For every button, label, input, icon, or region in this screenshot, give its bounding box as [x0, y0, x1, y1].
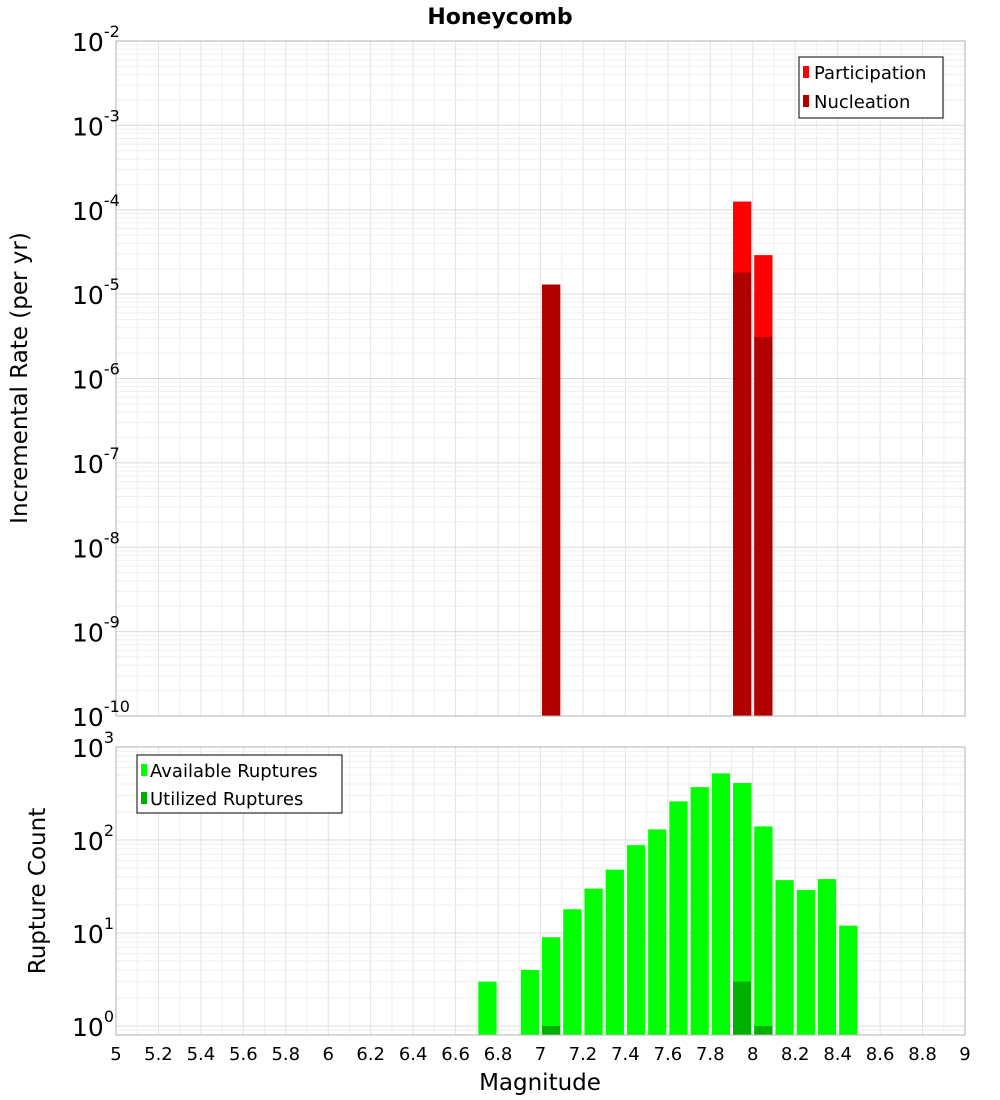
count-bar-a: [584, 888, 603, 1035]
count-bars: [478, 773, 858, 1035]
x-tick-label: 8.6: [866, 1044, 895, 1065]
count-bar-b: [754, 1025, 773, 1035]
count-bar-a: [563, 909, 582, 1035]
count-y-tick-label: 101: [72, 914, 114, 949]
x-tick-label: 7.4: [611, 1044, 640, 1065]
rate-y-tick-label: 10-5: [72, 275, 120, 310]
count-plot-frame: [115, 746, 966, 1036]
rate-plot-frame: [115, 40, 966, 717]
legend-label-nucleation: Nucleation: [814, 92, 910, 113]
count-y-tick-label: 103: [72, 728, 114, 763]
count-bar-a: [626, 845, 646, 1035]
x-tick-label: 5.8: [271, 1044, 300, 1065]
rate-bar-b: [754, 337, 773, 716]
rate-y-tick-label: 10-6: [72, 360, 120, 395]
legend-label-participation: Participation: [814, 63, 926, 84]
rate-y-tick-label: 10-7: [72, 444, 120, 479]
count-y-tick-label: 100: [72, 1007, 114, 1042]
rate-y-tick-label: 10-8: [72, 528, 120, 563]
count-bar-a: [669, 801, 688, 1035]
x-tick-label: 8.8: [908, 1044, 937, 1065]
count-bar-a: [542, 937, 561, 1035]
count-y-axis-label: Rupture Count: [25, 808, 51, 974]
rate-y-tick-label: 10-2: [72, 22, 120, 57]
legend-swatch-participation: [803, 66, 809, 78]
rate-legend-box: [798, 56, 944, 119]
count-bar-a: [690, 787, 709, 1035]
legend-swatch-nucleation: [803, 95, 809, 107]
count-bar-a: [520, 969, 539, 1035]
legend-label-utilized: Utilized Ruptures: [150, 789, 303, 810]
rate-y-tick-label: 10-4: [72, 191, 120, 226]
x-tick-label: 6.2: [356, 1044, 385, 1065]
count-bar-a: [754, 826, 773, 1035]
x-tick-label: 7.6: [654, 1044, 683, 1065]
legend-swatch-available: [141, 764, 147, 776]
count-bar-a: [839, 925, 858, 1035]
legend-label-available: Available Ruptures: [150, 761, 318, 782]
x-tick-label: 6: [323, 1044, 334, 1065]
count-bar-b: [542, 1025, 561, 1035]
rate-bars: [542, 201, 773, 716]
x-tick-label: 6.6: [441, 1044, 470, 1065]
magnitude-x-axis-label: Magnitude: [479, 1070, 601, 1096]
legend-swatch-utilized: [141, 792, 147, 804]
x-tick-label: 6.4: [399, 1044, 428, 1065]
x-tick-label: 9: [959, 1044, 970, 1065]
count-bar-a: [478, 981, 497, 1035]
rate-y-tick-label: 10-3: [72, 106, 120, 141]
rate-y-tick-label: 10-9: [72, 613, 120, 648]
count-bar-a: [775, 880, 794, 1035]
count-legend: Available Ruptures Utilized Ruptures: [136, 754, 343, 814]
count-bar-a: [733, 783, 752, 1035]
count-bar-b: [733, 981, 752, 1035]
count-legend-box: [136, 754, 343, 814]
rate-y-tick-label: 10-10: [72, 697, 130, 732]
x-tick-label: 8: [747, 1044, 758, 1065]
count-bar-a: [711, 773, 731, 1035]
x-tick-label: 7.2: [569, 1044, 598, 1065]
magnitude-x-ticks: 5 5.2 5.4 5.6 5.8 6 6.2 6.4 6.6 6.8 7 7.2 7.4 7.6 7.8 8…: [110, 1044, 970, 1065]
rate-y-axis-label: Incremental Rate (per yr): [7, 232, 33, 524]
count-y-tick-label: 102: [72, 821, 114, 856]
rate-panel: Honeycomb 10-1010-910-810-710-610-510-41…: [7, 5, 966, 732]
rate-grid: [115, 41, 966, 717]
x-tick-label: 5: [110, 1044, 121, 1065]
x-tick-label: 7: [535, 1044, 546, 1065]
x-tick-label: 8.4: [823, 1044, 852, 1065]
rate-y-ticks: 10-10 10-9 10-8 10-7 10-6 10-5 10-4 10-3 10-2: [72, 22, 130, 732]
count-y-ticks: 100 101 102 103: [72, 728, 114, 1042]
count-bar-a: [605, 869, 624, 1035]
x-tick-label: 7.8: [696, 1044, 725, 1065]
count-bar-a: [817, 879, 837, 1035]
rate-legend: Participation Nucleation: [798, 56, 944, 119]
chart-title: Honeycomb: [427, 5, 572, 30]
rate-bar-b: [542, 284, 561, 716]
count-panel: 100 101 102 103 5 5.2 5.4 5.6 5.8 6 6.2 6.4 6.6 6.8 7…: [25, 728, 971, 1096]
x-tick-label: 5.2: [144, 1044, 173, 1065]
x-tick-label: 5.6: [229, 1044, 258, 1065]
x-tick-label: 5.4: [187, 1044, 216, 1065]
count-bar-a: [796, 889, 815, 1035]
rate-bar-b: [733, 272, 752, 716]
count-bar-a: [648, 829, 667, 1035]
x-tick-label: 6.8: [484, 1044, 513, 1065]
x-tick-label: 8.2: [781, 1044, 810, 1065]
